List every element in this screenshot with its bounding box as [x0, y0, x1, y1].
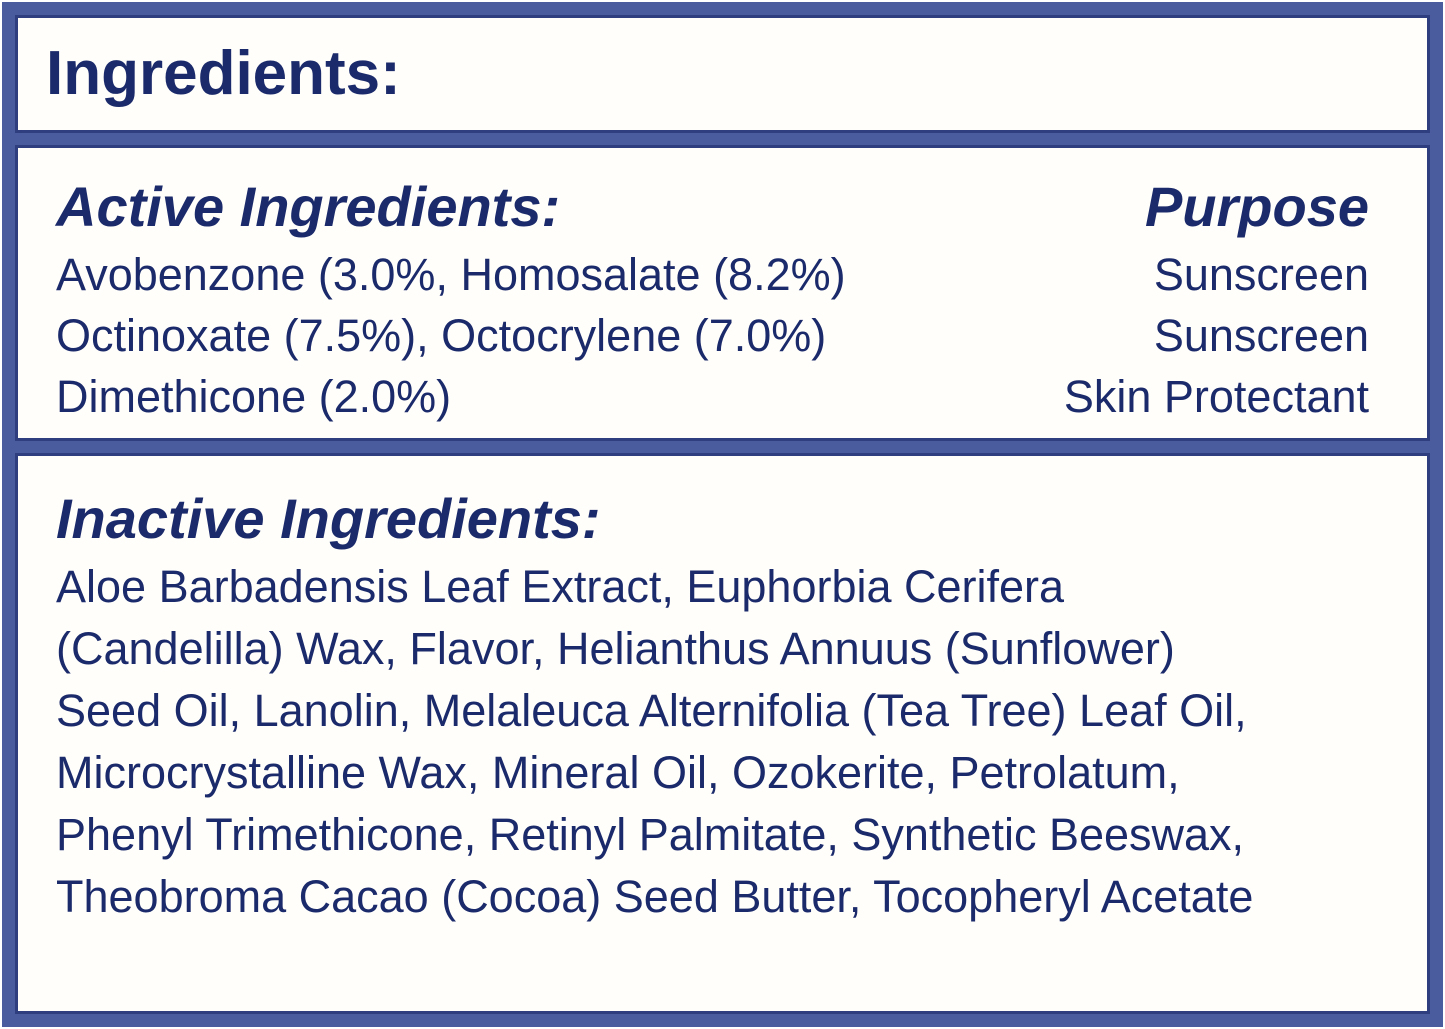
page-title: Ingredients: — [46, 39, 401, 108]
ingredient-name: Dimethicone (2.0%) — [56, 371, 452, 422]
active-ingredients-panel: Active Ingredients: Purpose Avobenzone (… — [15, 145, 1430, 441]
active-ingredient-row: Dimethicone (2.0%) Skin Protectant — [56, 366, 1369, 427]
ingredient-name: Avobenzone (3.0%, Homosalate (8.2%) — [56, 249, 846, 300]
purpose-heading: Purpose — [1144, 175, 1369, 238]
inactive-ingredients-line: Seed Oil, Lanolin, Melaleuca Alternifoli… — [56, 685, 1247, 736]
inactive-ingredients-line: Theobroma Cacao (Cocoa) Seed Butter, Toc… — [56, 871, 1254, 922]
ingredient-purpose: Sunscreen — [1153, 249, 1369, 300]
inactive-ingredients-line: Microcrystalline Wax, Mineral Oil, Ozoke… — [56, 747, 1180, 798]
inactive-ingredients-text: Aloe Barbadensis Leaf Extract, Euphorbia… — [56, 556, 1387, 928]
ingredient-purpose: Skin Protectant — [1063, 371, 1369, 422]
active-ingredients-heading: Active Ingredients: — [56, 175, 561, 238]
inactive-ingredients-line: Phenyl Trimethicone, Retinyl Palmitate, … — [56, 809, 1245, 860]
inactive-ingredients-heading: Inactive Ingredients: — [56, 487, 601, 550]
ingredient-name: Octinoxate (7.5%), Octocrylene (7.0%) — [56, 310, 827, 361]
ingredient-purpose: Sunscreen — [1153, 310, 1369, 361]
active-ingredient-row: Octinoxate (7.5%), Octocrylene (7.0%) Su… — [56, 305, 1369, 366]
active-ingredients-header-row: Active Ingredients: Purpose — [56, 170, 1369, 244]
inactive-ingredients-line: (Candelilla) Wax, Flavor, Helianthus Ann… — [56, 623, 1175, 674]
inactive-ingredients-line: Aloe Barbadensis Leaf Extract, Euphorbia… — [56, 561, 1065, 612]
title-panel: Ingredients: — [15, 15, 1430, 133]
active-ingredient-row: Avobenzone (3.0%, Homosalate (8.2%) Suns… — [56, 244, 1369, 305]
inactive-ingredients-panel: Inactive Ingredients: Aloe Barbadensis L… — [15, 453, 1430, 1014]
